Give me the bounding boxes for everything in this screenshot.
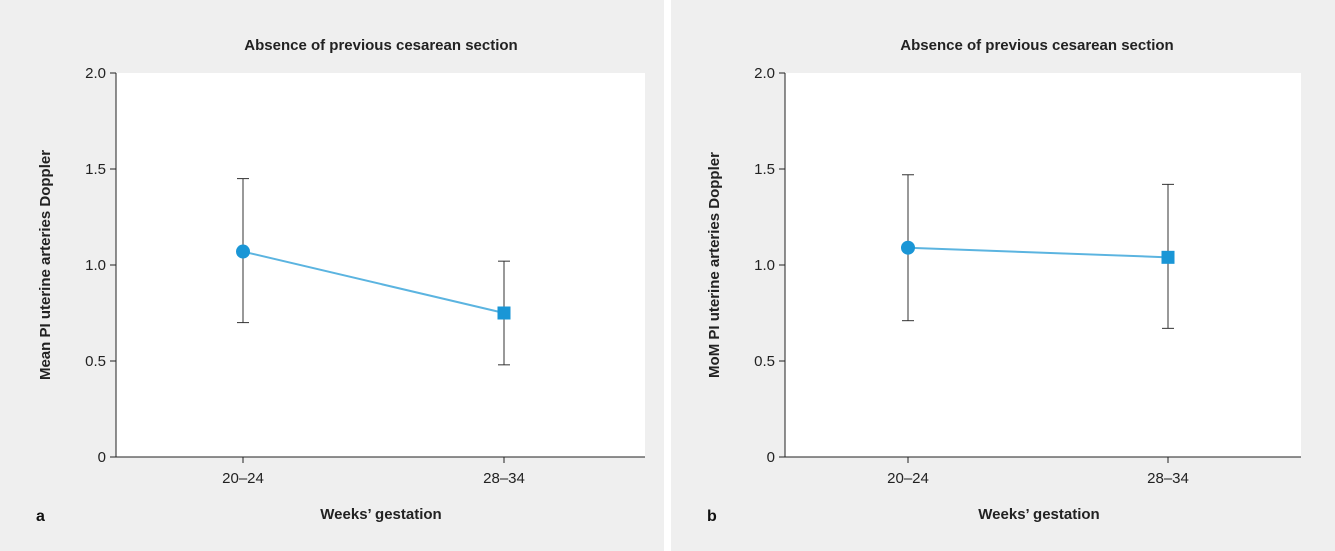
y-tick-label: 0.5	[754, 353, 775, 370]
y-tick-label: 2.0	[754, 65, 775, 82]
y-axis-label: MoM PI uterine arteries Doppler	[706, 152, 723, 378]
chart-title: Absence of previous cesarean section	[900, 37, 1173, 54]
series-line	[907, 246, 1169, 259]
y-tick-label: 1.5	[85, 161, 106, 178]
panel-a: Absence of previous cesarean section 0 0.…	[0, 0, 664, 551]
x-tick-label: 20–24	[887, 470, 929, 487]
y-tick-label: 1.0	[754, 257, 775, 274]
y-tick-label: 1.0	[85, 257, 106, 274]
plot-area	[116, 73, 645, 457]
data-point-circle	[236, 244, 250, 259]
panel-label: b	[707, 508, 717, 525]
chart-a: Absence of previous cesarean section 0 0.…	[36, 37, 645, 525]
panel-label: a	[36, 508, 45, 525]
x-tick-label: 28–34	[1147, 470, 1189, 487]
y-tick-label: 0	[98, 449, 106, 466]
data-point-square	[1161, 250, 1175, 264]
x-tick-label: 20–24	[222, 470, 264, 487]
data-point-circle	[901, 240, 915, 255]
plot-area	[785, 73, 1301, 457]
y-tick-label: 0.5	[85, 353, 106, 370]
x-axis-label: Weeks’ gestation	[978, 506, 1099, 523]
y-axis-label: Mean PI uterine arteries Doppler	[37, 150, 54, 380]
chart-b: Absence of previous cesarean section 0 0.…	[706, 37, 1301, 525]
x-tick-label: 28–34	[483, 470, 525, 487]
data-point-square	[497, 306, 511, 320]
chart-title: Absence of previous cesarean section	[244, 37, 517, 54]
panel-b: Absence of previous cesarean section 0 0.…	[671, 0, 1335, 551]
y-tick-label: 0	[767, 449, 775, 466]
y-tick-label: 2.0	[85, 65, 106, 82]
series-line	[242, 250, 505, 314]
x-axis-label: Weeks’ gestation	[320, 506, 441, 523]
y-tick-label: 1.5	[754, 161, 775, 178]
